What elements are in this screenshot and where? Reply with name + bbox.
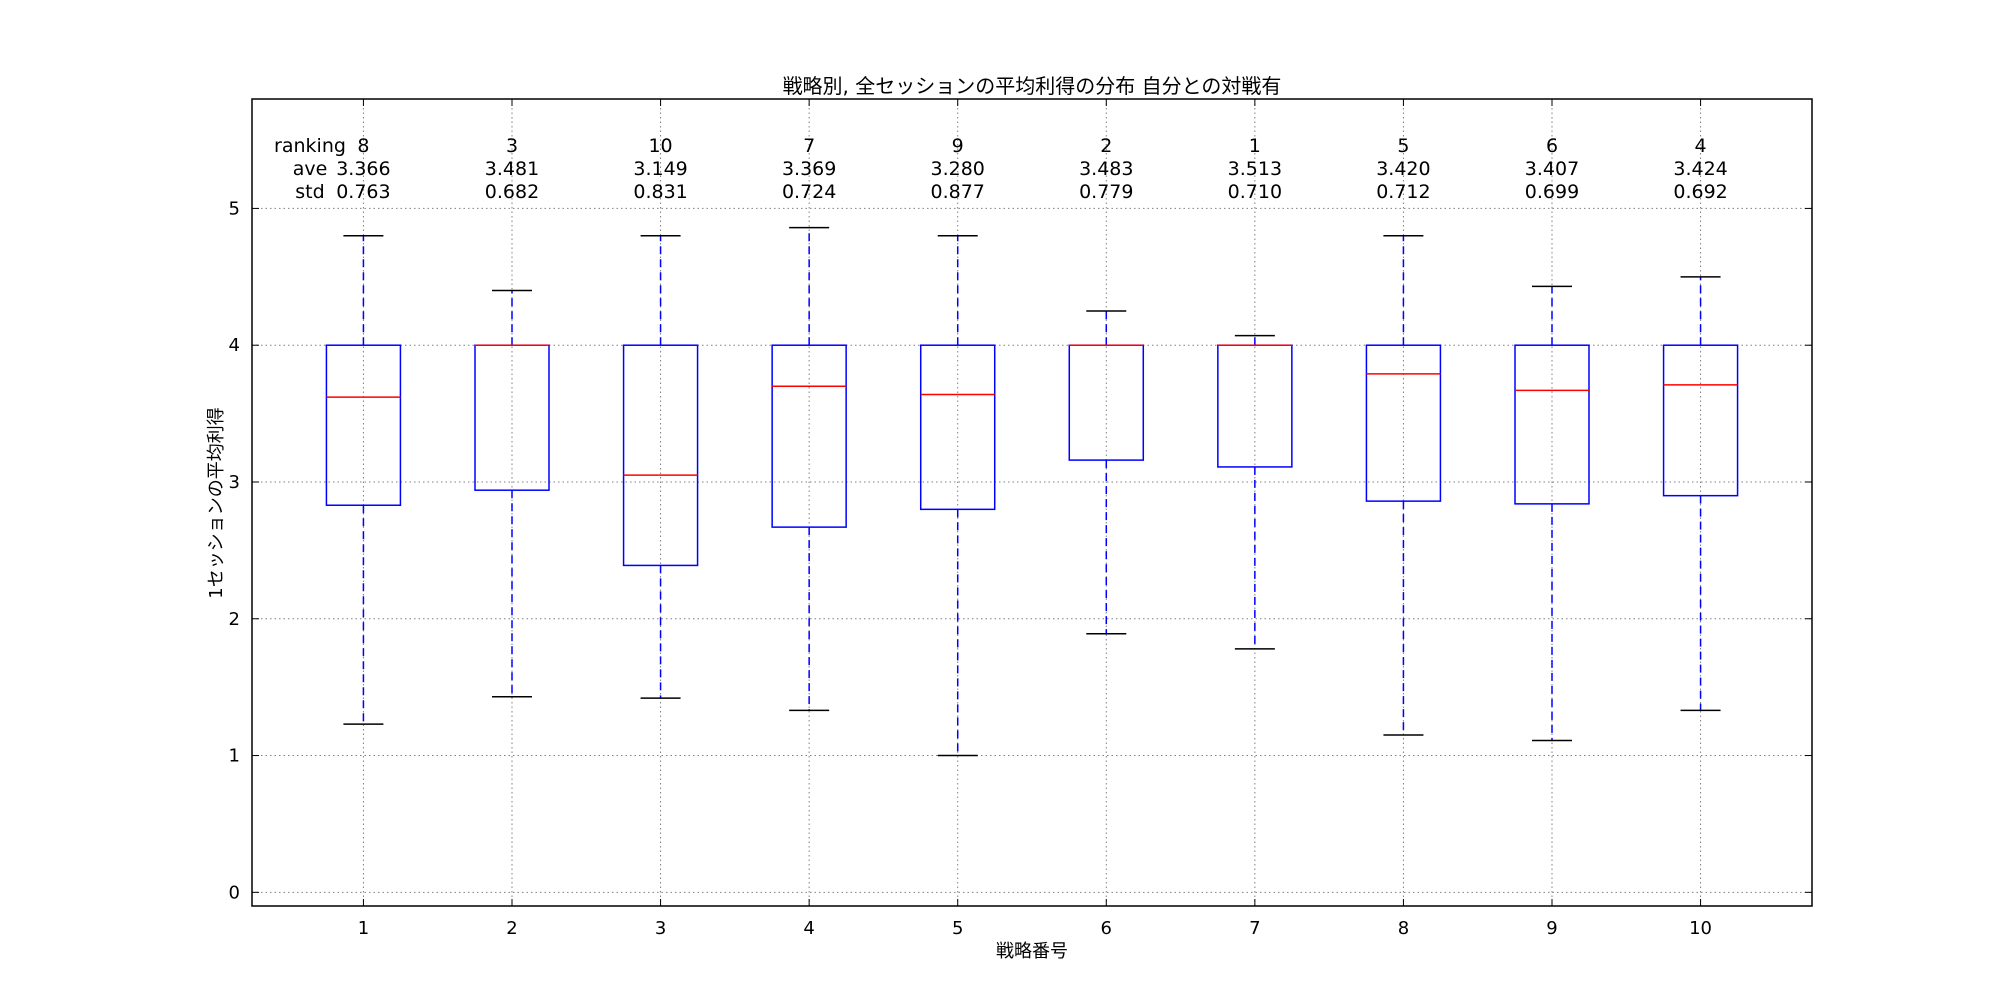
grid-layer: [252, 99, 1812, 906]
x-tick-label: 1: [358, 918, 369, 939]
stat-std-value: 0.779: [1079, 181, 1133, 203]
stat-ranking-value: 4: [1695, 135, 1707, 157]
y-tick-label: 4: [229, 335, 240, 356]
x-tick-label: 7: [1249, 918, 1260, 939]
stat-ranking-value: 9: [952, 135, 964, 157]
x-axis-label: 戦略番号: [996, 941, 1068, 962]
stat-ave-value: 3.407: [1525, 158, 1579, 180]
x-tick-label: 2: [506, 918, 517, 939]
stat-std-value: 0.710: [1228, 181, 1282, 203]
tick-layer: 0 1 2 3 4 5 1 2 3 4 5 6 7 8 9 10: [229, 99, 1812, 939]
box-iqr: [1662, 344, 1739, 497]
stat-ave-value: 3.483: [1079, 158, 1133, 180]
y-tick-label: 2: [229, 609, 240, 630]
x-tick-label: 4: [803, 918, 814, 939]
stat-ranking-value: 8: [357, 135, 369, 157]
stat-ave-value: 3.149: [633, 158, 687, 180]
stat-ave-value: 3.481: [485, 158, 539, 180]
x-tick-label: 6: [1101, 918, 1112, 939]
stat-ranking-value: 1: [1249, 135, 1261, 157]
stat-std-value: 0.831: [633, 181, 687, 203]
y-tick-label: 0: [229, 882, 240, 903]
stat-ranking-value: 6: [1546, 135, 1558, 157]
stat-ave-value: 3.369: [782, 158, 836, 180]
stat-label-std: std: [295, 181, 324, 203]
y-tick-label: 1: [229, 746, 240, 767]
plot-frame: [251, 98, 1813, 907]
stat-std-value: 0.877: [931, 181, 985, 203]
stat-std-value: 0.692: [1673, 181, 1727, 203]
stat-std-value: 0.699: [1525, 181, 1579, 203]
y-tick-label: 3: [229, 472, 240, 493]
stat-ranking-value: 7: [803, 135, 815, 157]
stat-ave-value: 3.280: [931, 158, 985, 180]
box-iqr: [919, 344, 996, 511]
box-iqr: [622, 344, 699, 567]
x-tick-label: 9: [1546, 918, 1557, 939]
stat-ranking-value: 10: [648, 135, 672, 157]
y-tick-label: 5: [229, 198, 240, 219]
x-tick-label: 3: [655, 918, 666, 939]
stat-ranking-value: 3: [506, 135, 518, 157]
box-layer: [325, 226, 1739, 757]
stat-ave-value: 3.513: [1228, 158, 1282, 180]
box-iqr: [1365, 344, 1442, 502]
stat-ave-value: 3.424: [1673, 158, 1727, 180]
box-iqr: [325, 344, 402, 506]
x-tick-label: 5: [952, 918, 963, 939]
stat-label-ave: ave: [293, 158, 328, 180]
stat-label-ranking: ranking: [274, 135, 346, 157]
stat-std-value: 0.682: [485, 181, 539, 203]
stat-ave-value: 3.420: [1376, 158, 1430, 180]
chart-title: 戦略別, 全セッションの平均利得の分布 自分との対戦有: [783, 74, 1282, 98]
stat-std-value: 0.763: [336, 181, 390, 203]
stat-std-value: 0.724: [782, 181, 836, 203]
x-tick-label: 8: [1398, 918, 1409, 939]
stat-ave-value: 3.366: [336, 158, 390, 180]
y-axis-label: 1セッションの平均利得: [206, 407, 227, 598]
stat-ranking-value: 2: [1100, 135, 1112, 157]
box-iqr: [1068, 344, 1145, 461]
box-iqr: [1514, 344, 1590, 505]
x-tick-label: 10: [1689, 918, 1712, 939]
stat-ranking-value: 5: [1397, 135, 1409, 157]
box-iqr: [771, 344, 847, 528]
stat-std-value: 0.712: [1376, 181, 1430, 203]
